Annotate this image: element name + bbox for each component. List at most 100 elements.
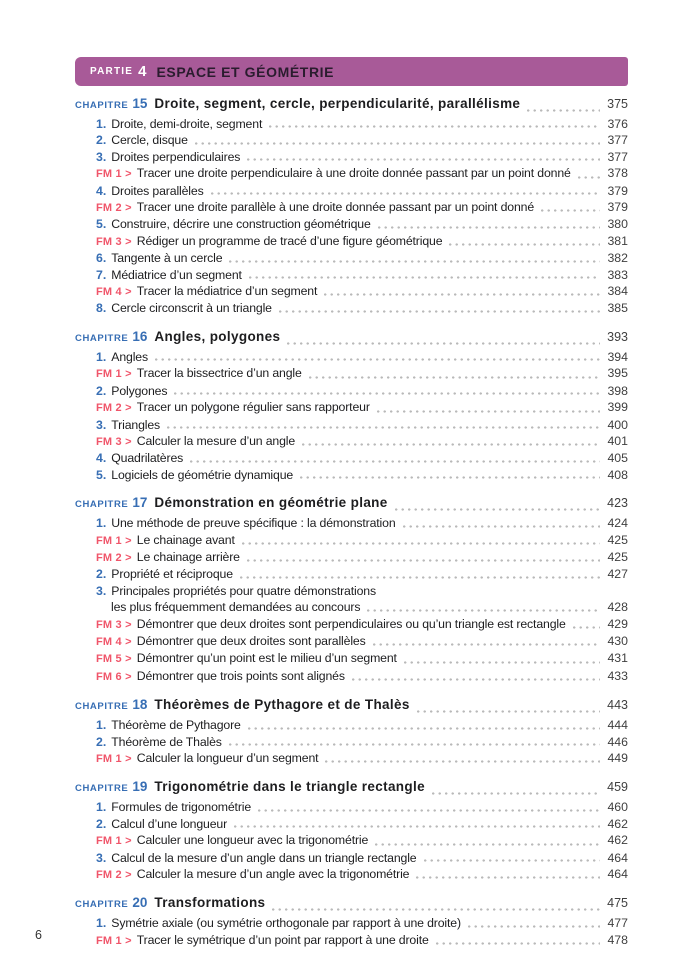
entry-text: Polygones [111,383,168,398]
dot-leader [241,541,600,545]
entry-text: Droite, demi-droite, segment [111,117,263,131]
dot-leader [416,710,600,714]
entry-page-number: 400 [607,417,628,432]
dot-leader [210,192,600,196]
chapter-label: CHAPITRE [75,100,129,111]
item-number: 5. [96,217,107,232]
entry-text: Droites perpendiculaires [111,149,241,164]
entry-text: Démontrer qu’un point est le milieu d’un… [136,651,397,666]
entry-text: Tracer une droite perpendiculaire à une … [136,166,571,181]
dot-leader [190,459,600,463]
dot-leader [234,825,600,829]
entry-page-number: 477 [607,916,628,931]
toc-entry: 3. Triangles 400 [75,417,628,433]
entry-text: Le chainage arrière [136,549,240,564]
toc-entry: 2. Polygones 398 [75,383,628,399]
chapter-page-number: 423 [607,496,628,511]
dot-leader [239,575,600,579]
item-number: 2. [96,567,107,582]
entry-page-number: 378 [607,166,628,181]
fm-label: FM 4 > [96,286,132,299]
entry-page-number: 424 [607,516,628,531]
entry-text: Démontrer que deux droites sont parallèl… [136,633,366,648]
entry-text: Construire, décrire une construction géo… [111,217,371,232]
dot-leader [228,743,600,746]
entry-text: Tracer une droite parallèle à une droite… [136,200,535,215]
entry-page-number: 384 [607,284,628,299]
dot-leader [278,309,600,313]
dot-leader [246,559,600,563]
entry-text: Calculer une longueur avec la trigonomét… [136,833,369,848]
dot-leader [248,276,600,280]
dot-leader [394,508,600,512]
dot-leader [247,158,600,162]
dot-leader [577,175,600,179]
entry-text: Tracer la bissectrice d’un angle [136,366,302,381]
entry-text: Calcul de la mesure d’un angle dans un t… [111,850,417,865]
chapter-title: Théorèmes de Pythagore et de Thalès [154,697,410,713]
entry-text: Tracer la médiatrice d’un segment [136,284,318,299]
dot-leader [367,608,600,612]
dot-leader [376,409,600,413]
chapter-number: 15 [132,96,148,111]
dot-leader [325,760,600,764]
fm-entry: FM 1 > Tracer la bissectrice d’un angle 39… [75,365,628,382]
entry-page-number: 449 [607,751,628,765]
toc-entry-continuation: les plus fréquemment demandées au concou… [75,599,628,615]
dot-leader [375,842,600,846]
fm-label: FM 1 > [96,753,132,765]
chapter-title: Démonstration en géométrie plane [154,495,388,511]
entry-text: Calculer la mesure d’un angle avec la tr… [136,867,410,882]
fm-entry: FM 2 > Calculer la mesure d’un angle avec… [75,866,628,883]
chapter-number: 16 [132,328,148,344]
entry-text: Formules de trigonométrie [111,800,252,815]
chapter-heading: CHAPITRE 20 Transformations 475 [75,893,628,915]
chapter-title: Transformations [154,895,266,911]
entry-page-number: 380 [607,217,628,232]
chapter-page-number: 459 [607,780,628,795]
fm-entry: FM 1 > Le chainage avant 425 [75,532,628,549]
entry-text: Logiciels de géométrie dynamique [111,467,294,482]
chapter-heading: CHAPITRE 18 Théorèmes de Pythagore et de T… [75,695,628,717]
entry-text: Tangente à un cercle [111,251,223,266]
chapter-heading: CHAPITRE 16 Angles, polygones 393 [75,327,628,349]
entry-page-number: 446 [607,734,628,749]
entry-page-number: 381 [607,233,628,248]
fm-entry: FM 3 > Calculer la mesure d’un angle 401 [75,433,628,450]
dot-leader [154,358,600,362]
footer-page-number: 6 [35,928,42,942]
chapter-page-number: 375 [607,97,628,111]
chapter-page-number: 443 [607,698,628,713]
entry-text: Calculer la longueur d’un segment [136,751,319,765]
fm-label: FM 4 > [96,635,132,648]
entry-page-number: 394 [607,349,628,364]
dot-leader [300,476,600,480]
entry-text: Démontrer que trois points sont alignés [136,668,345,683]
chapter-label: CHAPITRE [75,499,129,511]
dot-leader [377,225,600,229]
entry-page-number: 405 [607,451,628,466]
entry-text: Une méthode de preuve spécifique : la dé… [111,516,396,531]
fm-label: FM 2 > [96,402,132,415]
item-number: 2. [96,734,107,749]
fm-entry: FM 3 > Rédiger un programme de tracé d’un… [75,233,628,250]
fm-label: FM 1 > [96,835,132,848]
item-number: 2. [96,816,107,831]
chapter-number: 18 [132,697,148,713]
dot-leader [272,908,600,912]
toc-entry: 8. Cercle circonscrit à un triangle 385 [75,300,628,316]
fm-label: FM 2 > [96,551,132,564]
fm-entry: FM 6 > Démontrer que trois points sont al… [75,668,628,685]
entry-page-number: 444 [607,718,628,733]
entry-page-number: 399 [607,400,628,415]
dot-leader [194,141,600,145]
entry-page-number: 478 [607,932,628,947]
item-number: 1. [96,718,107,733]
fm-entry: FM 1 > Tracer une droite perpendiculaire … [75,165,628,182]
item-number: 4. [96,183,107,198]
part-title: ESPACE ET GÉOMÉTRIE [156,63,335,80]
entry-text: Quadrilatères [111,451,184,466]
item-number: 3. [96,417,107,432]
part-label: PARTIE [90,66,134,77]
toc-entry: 2. Propriété et réciproque 427 [75,566,628,582]
